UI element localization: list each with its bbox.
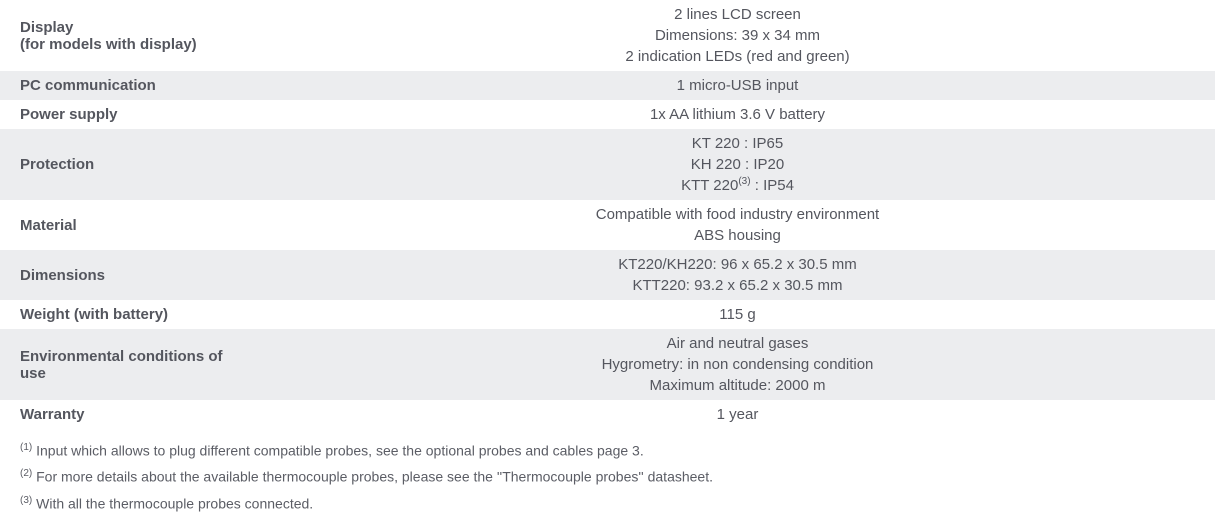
spec-value: 115 g [260,300,1215,329]
spec-value-line: Hygrometry: in non condensing condition [280,354,1195,375]
spec-value-line: 1x AA lithium 3.6 V battery [280,104,1195,125]
spec-value-line: ABS housing [280,225,1195,246]
spec-value-line: 1 micro-USB input [280,75,1195,96]
spec-label: Protection [0,129,260,200]
spec-value-line: Maximum altitude: 2000 m [280,375,1195,396]
spec-label: Environmental conditions of use [0,329,260,400]
spec-value-line: KTT220: 93.2 x 65.2 x 30.5 mm [280,275,1195,296]
footnote: (1) Input which allows to plug different… [20,441,1195,461]
table-row: Environmental conditions of useAir and n… [0,329,1215,400]
spec-label: Power supply [0,100,260,129]
spec-value: 1 micro-USB input [260,71,1215,100]
spec-value-line: 1 year [280,404,1195,425]
spec-value-line: KT 220 : IP65 [280,133,1195,154]
spec-value-line: Dimensions: 39 x 34 mm [280,25,1195,46]
table-row: Power supply 1x AA lithium 3.6 V battery [0,100,1215,129]
spec-label: Weight (with battery) [0,300,260,329]
spec-label: Warranty [0,400,260,429]
footnote: (3) With all the thermocouple probes con… [20,494,1195,514]
spec-value: KT220/KH220: 96 x 65.2 x 30.5 mmKTT220: … [260,250,1215,300]
table-row: Warranty 1 year [0,400,1215,429]
table-row: Weight (with battery) 115 g [0,300,1215,329]
footnotes: (1) Input which allows to plug different… [0,429,1215,528]
spec-label: Dimensions [0,250,260,300]
footnote-text: With all the thermocouple probes connect… [32,495,313,511]
spec-value-line: 2 indication LEDs (red and green) [280,46,1195,67]
spec-value: 1 year [260,400,1215,429]
footnote-text: Input which allows to plug different com… [32,443,643,459]
spec-value: 2 lines LCD screenDimensions: 39 x 34 mm… [260,0,1215,71]
spec-label: Material [0,200,260,250]
table-row: Display(for models with display)2 lines … [0,0,1215,71]
footnote-marker: (3) [20,495,32,506]
footnote-text: For more details about the available the… [32,469,713,485]
spec-value-line: Compatible with food industry environmen… [280,204,1195,225]
spec-value: Compatible with food industry environmen… [260,200,1215,250]
spec-value: Air and neutral gasesHygrometry: in non … [260,329,1215,400]
spec-value-line: 2 lines LCD screen [280,4,1195,25]
spec-value-line: KT220/KH220: 96 x 65.2 x 30.5 mm [280,254,1195,275]
table-row: DimensionsKT220/KH220: 96 x 65.2 x 30.5 … [0,250,1215,300]
footnote: (2) For more details about the available… [20,467,1195,487]
footnote-marker: (2) [20,468,32,479]
footnote-marker: (1) [20,442,32,453]
spec-value-line: KTT 220(3) : IP54 [280,175,1195,196]
spec-label: PC communication [0,71,260,100]
table-row: PC communication 1 micro-USB input [0,71,1215,100]
table-row: ProtectionKT 220 : IP65KH 220 : IP20KTT … [0,129,1215,200]
spec-label: Display(for models with display) [0,0,260,71]
spec-value: 1x AA lithium 3.6 V battery [260,100,1215,129]
spec-value-line: Air and neutral gases [280,333,1195,354]
spec-value: KT 220 : IP65KH 220 : IP20KTT 220(3) : I… [260,129,1215,200]
spec-value-line: 115 g [280,304,1195,325]
spec-value-line: KH 220 : IP20 [280,154,1195,175]
table-row: Material Compatible with food industry en… [0,200,1215,250]
spec-table: Display(for models with display)2 lines … [0,0,1215,429]
